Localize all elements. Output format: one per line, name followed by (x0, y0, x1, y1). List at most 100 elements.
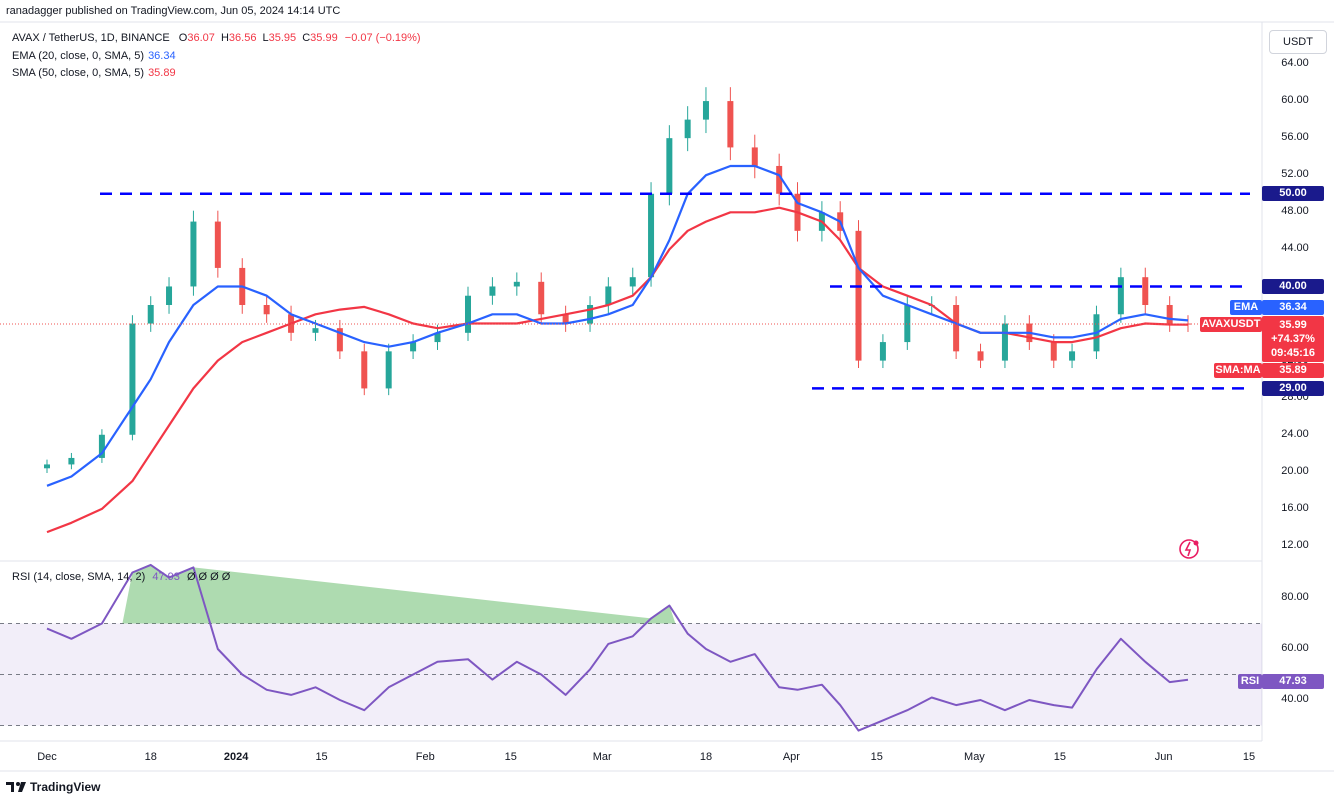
candle-body (263, 305, 270, 315)
candle-body (1069, 351, 1076, 361)
price-tick-label: 20.00 (1281, 464, 1309, 477)
candle-body (977, 351, 984, 361)
rsi-overbought-fill (122, 564, 676, 624)
candle-body (904, 305, 911, 343)
currency-button[interactable]: USDT (1269, 30, 1327, 54)
candle-body (953, 305, 960, 352)
ohlc-close-label: C (302, 32, 311, 44)
ohlc-low: 35.95 (268, 32, 297, 44)
candle-body (1001, 323, 1008, 361)
candle-body (702, 101, 709, 120)
candle-body (68, 457, 75, 465)
time-tick-label: May (964, 751, 985, 763)
candle-body (629, 277, 636, 287)
price-tick-label: 60.00 (1281, 94, 1309, 107)
candle-body (336, 328, 343, 352)
last-price-value: 35.99 (1279, 319, 1307, 331)
rsi-pane (0, 563, 1262, 732)
candle-body (1117, 277, 1124, 315)
candle-body (879, 342, 886, 361)
tradingview-brand[interactable]: TradingView (30, 780, 101, 794)
candle-body (562, 314, 569, 324)
ohlc-high-label: H (220, 32, 229, 44)
price-tick-label: 24.00 (1281, 427, 1309, 440)
candle-body (410, 342, 417, 352)
rsi-path (46, 563, 1189, 732)
time-tick-label: 2024 (223, 751, 249, 763)
flash-icon[interactable] (1179, 539, 1199, 559)
ema-legend-label: EMA (20, close, 0, SMA, 5) (12, 50, 145, 62)
ema-legend[interactable]: EMA (20, close, 0, SMA, 5) 36.34 (12, 50, 176, 62)
sma-axis-label: SMA:MA (1214, 363, 1262, 378)
ohlc-close: 35.99 (310, 32, 338, 44)
percent-change-value: +74.37% (1271, 333, 1315, 345)
time-tick-label: 15 (504, 751, 517, 763)
candle-body (1166, 305, 1173, 324)
price-tick-label: 56.00 (1281, 131, 1309, 144)
sma-axis-value: 35.89 (1262, 363, 1324, 378)
sma-legend[interactable]: SMA (50, close, 0, SMA, 5) 35.89 (12, 67, 176, 79)
symbol-axis-label: AVAXUSDT (1200, 317, 1262, 332)
candle-body (855, 230, 862, 361)
candle-body (513, 281, 520, 287)
symbol-legend: AVAX / TetherUS, 1D, BINANCE O36.07 H36.… (12, 32, 421, 44)
candle-body (166, 286, 173, 305)
time-tick-label: Apr (782, 751, 800, 763)
time-tick-label: Dec (37, 751, 57, 763)
candle-body (465, 295, 472, 333)
rsi-tick-label: 80.00 (1281, 591, 1309, 603)
candle-body (666, 138, 673, 194)
candle-body (129, 323, 136, 435)
level-40-tag: 40.00 (1262, 279, 1324, 294)
time-tick-label: 18 (699, 751, 713, 763)
price-axis-box: 35.99 +74.37% 09:45:16 (1262, 316, 1324, 362)
time-tick-label: 15 (315, 751, 328, 763)
price-tick-label: 48.00 (1281, 205, 1309, 218)
time-tick-label: Feb (415, 751, 435, 763)
ema-20-path (46, 164, 1189, 487)
ohlc-high: 36.56 (228, 32, 257, 44)
price-tick-label: 44.00 (1281, 242, 1309, 255)
price-tick-label: 52.00 (1281, 168, 1309, 181)
rsi-legend-value: 47.93 (152, 571, 180, 583)
horizontal-levels (100, 192, 1250, 390)
candle-body (385, 351, 392, 389)
candle-body (361, 351, 368, 389)
candles-group (44, 87, 1191, 474)
time-tick-label: 15 (870, 751, 883, 763)
candle-body (684, 119, 691, 139)
rsi-tick-label: 60.00 (1281, 642, 1309, 654)
candle-body (776, 165, 783, 194)
candle-body (489, 286, 496, 296)
candle-body (751, 147, 758, 166)
time-tick-label: Jun (1154, 751, 1173, 763)
candle-body (190, 221, 197, 287)
time-tick-label: 15 (1242, 751, 1256, 763)
level-29-tag: 29.00 (1262, 381, 1324, 396)
candle-body (538, 281, 545, 315)
rsi-legend-extras: Ø Ø Ø Ø (186, 571, 231, 583)
ohlc-low-label: L (262, 32, 269, 44)
rsi-legend-label: RSI (14, close, SMA, 14, 2) (12, 571, 146, 583)
time-tick-label: 15 (1053, 751, 1066, 763)
candle-body (214, 221, 221, 268)
ohlc-open-label: O (178, 32, 188, 44)
candle-body (587, 305, 594, 324)
price-tick-label: 12.00 (1281, 539, 1309, 551)
publisher-line: ranadagger published on TradingView.com,… (6, 5, 341, 17)
rsi-axis-label: RSI (1238, 674, 1262, 689)
time-tick-label: Mar (592, 751, 612, 763)
candle-body (44, 464, 50, 469)
time-tick-label: 18 (144, 751, 157, 763)
candle-body (434, 332, 441, 343)
candle-body (648, 193, 655, 278)
rsi-tick-label: 40.00 (1281, 693, 1309, 705)
sma-legend-value: 35.89 (148, 67, 176, 79)
tradingview-logo-icon[interactable] (6, 782, 26, 792)
ema-legend-value: 36.34 (148, 50, 176, 62)
candle-body (1050, 342, 1057, 361)
rsi-legend[interactable]: RSI (14, close, SMA, 14, 2) 47.93 Ø Ø Ø … (12, 571, 230, 583)
symbol-name[interactable]: AVAX / TetherUS, 1D, BINANCE (12, 32, 170, 44)
price-tick-label: 16.00 (1281, 501, 1309, 514)
